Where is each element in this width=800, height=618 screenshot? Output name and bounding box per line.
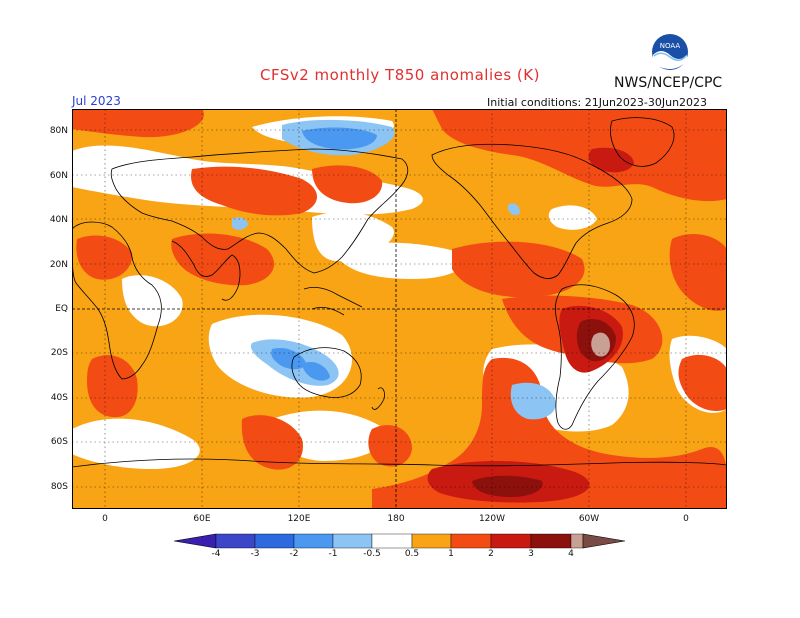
colorbar (174, 533, 626, 549)
lat-label: EQ (55, 304, 68, 314)
colorbar-label: -3 (250, 549, 260, 559)
lat-label: 20S (50, 348, 68, 358)
colorbar-label: -1 (328, 549, 338, 559)
lat-label: 40S (50, 393, 68, 403)
logo-text: NOAA (660, 42, 681, 50)
lon-label: 0 (102, 514, 108, 524)
graticule (72, 109, 727, 509)
colorbar-label: -2 (289, 549, 299, 559)
colorbar-label: 1 (448, 549, 454, 559)
lat-label: 60N (49, 171, 68, 181)
positive-anomaly-above-4 (591, 332, 610, 357)
lon-label: 180 (387, 514, 405, 524)
map-frame (72, 109, 727, 509)
colorbar-label: 0.5 (404, 549, 420, 559)
agency-label: NWS/NCEP/CPC (614, 75, 723, 91)
valid-month: Jul 2023 (72, 94, 121, 108)
initial-conditions: Initial conditions: 21Jun2023-30Jun2023 (487, 96, 708, 109)
lat-label: 80N (49, 126, 68, 136)
lat-label: 60S (50, 437, 68, 447)
colorbar-label: 2 (488, 549, 494, 559)
colorbar-label: -4 (211, 549, 221, 559)
lat-label: 20N (49, 260, 68, 270)
anomaly-map (72, 109, 727, 509)
lon-label: 60W (578, 514, 600, 524)
map-title: CFSv2 monthly T850 anomalies (K) (260, 66, 540, 84)
colorbar-label: 3 (528, 549, 534, 559)
colorbar-arrow-low (174, 533, 217, 549)
lon-label: 120E (287, 514, 311, 524)
colorbar-label: 4 (568, 549, 574, 559)
colorbar-arrow-high (582, 533, 626, 549)
lat-label: 80S (50, 482, 68, 492)
lon-label: 60E (193, 514, 211, 524)
coastlines (72, 117, 727, 468)
lon-label: 0 (683, 514, 689, 524)
noaa-logo: NOAA (651, 33, 689, 71)
negative-anomaly-regions (232, 119, 556, 420)
lon-label: 120W (478, 514, 506, 524)
lat-label: 40N (49, 215, 68, 225)
colorbar-label: -0.5 (363, 549, 381, 559)
